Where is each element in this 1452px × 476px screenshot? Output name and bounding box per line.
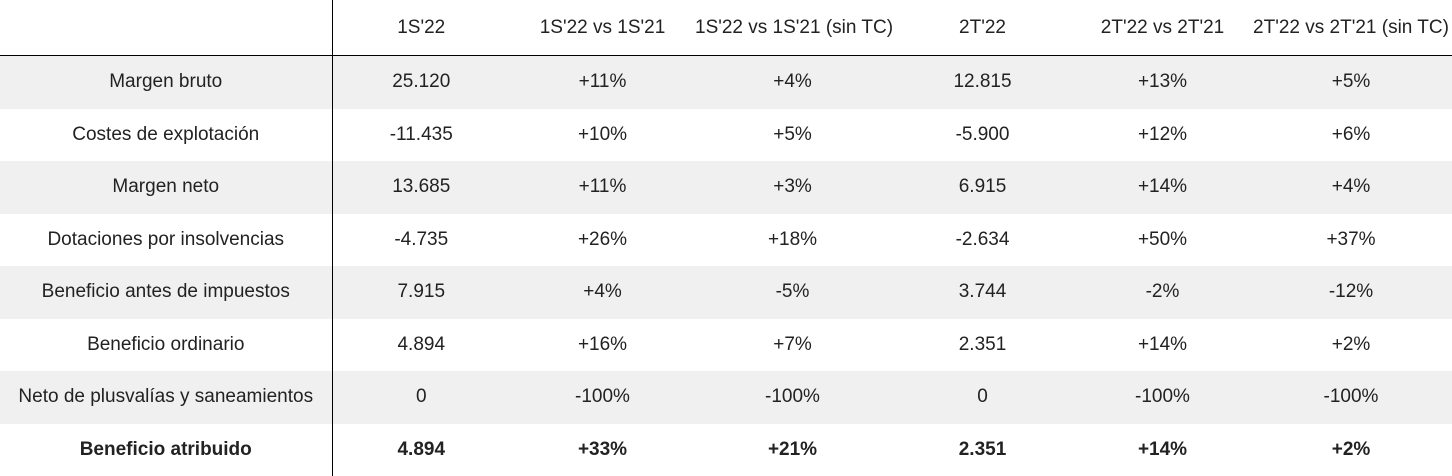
cell: -5% (695, 266, 890, 319)
cell: +16% (577, 333, 628, 355)
header-cell: 2T'22 (890, 0, 1075, 56)
header-cell: 1S'22 vs 1S'21 (sin TC) (695, 0, 893, 56)
cell: +4% (1250, 161, 1452, 214)
cell: -100% (510, 371, 695, 424)
cell: +11% (510, 161, 695, 214)
row-label: Beneficio atribuido (0, 423, 333, 476)
cell: +14% (1137, 333, 1188, 355)
cell: -12% (1250, 266, 1452, 319)
row-label: Beneficio ordinario (0, 318, 333, 371)
header-cell: 1S'22 (332, 0, 510, 56)
header-cell: 1S'22 vs 1S'21 (510, 0, 695, 56)
row-label: Neto de plusvalías y saneamientos (0, 371, 333, 424)
header-cell: 2T'22 vs 2T'21 (1075, 0, 1250, 56)
cell: +5% (1250, 55, 1452, 109)
cell: 2.351 (958, 333, 1007, 355)
cell: -2.634 (955, 228, 1010, 250)
header-cell (0, 0, 333, 56)
row-label: Margen bruto (0, 55, 333, 109)
header-cell: 2T'22 vs 2T'21 (sin TC) (1250, 0, 1452, 56)
row-label: Beneficio antes de impuestos (0, 266, 333, 319)
cell: -100% (1250, 371, 1452, 424)
cell: -5.900 (955, 123, 1010, 145)
cell: +3% (695, 161, 890, 214)
table-row: Beneficio antes de impuestos 7.915 +4% -5% 3… (0, 266, 1452, 319)
cell: +5% (773, 123, 812, 145)
row-label: Margen neto (0, 161, 333, 214)
cell: +6% (1331, 123, 1371, 145)
cell: +37% (1326, 228, 1376, 250)
table-row: Margen bruto 25.120 +11% +4% 12.815 +13% +5% (0, 55, 1452, 109)
row-label: Dotaciones por insolvencias (0, 213, 333, 266)
cell: 4.894 (397, 333, 446, 355)
cell: +50% (1137, 228, 1188, 250)
cell: 25.120 (332, 55, 510, 109)
cell: -100% (1075, 371, 1250, 424)
cell: -4.735 (394, 228, 449, 250)
cell: +14% (1075, 161, 1250, 214)
table-row: Beneficio ordinario 4.894 +16% +7% 2.351 +14%… (0, 318, 1452, 371)
header-row: 1S'22 1S'22 vs 1S'21 1S'22 vs 1S'21 (sin T… (0, 0, 1452, 56)
table-row: Beneficio atribuido 4.894 +33% +21% 2.351 +14… (0, 423, 1452, 476)
cell: 6.915 (890, 161, 1075, 214)
table-row: Margen neto 13.685 +11% +3% 6.915 +14% +4% (0, 161, 1452, 214)
cell: +13% (1075, 55, 1250, 109)
cell: +2% (1331, 333, 1371, 355)
cell: -11.435 (389, 123, 453, 145)
cell: +14% (1137, 438, 1188, 460)
cell: -100% (695, 371, 890, 424)
cell: 3.744 (890, 266, 1075, 319)
cell: +4% (510, 266, 695, 319)
cell: +11% (510, 55, 695, 109)
table-body: Margen bruto 25.120 +11% +4% 12.815 +13% +5% Co… (0, 55, 1452, 476)
table-row: Neto de plusvalías y saneamientos 0 -100% -… (0, 371, 1452, 424)
cell: 0 (332, 371, 510, 424)
table-row: Dotaciones por insolvencias -4.735 +26% +18… (0, 213, 1452, 266)
cell: +21% (767, 438, 818, 460)
cell: -2% (1075, 266, 1250, 319)
table-row: Costes de explotación -11.435 +10% +5% -5.90… (0, 108, 1452, 161)
cell: 2.351 (958, 438, 1007, 460)
cell: +2% (1331, 438, 1371, 460)
row-label: Costes de explotación (0, 108, 333, 161)
cell: 13.685 (332, 161, 510, 214)
cell: +4% (695, 55, 890, 109)
cell: +12% (1137, 123, 1188, 145)
cell: +10% (577, 123, 628, 145)
cell: +26% (577, 228, 628, 250)
cell: 12.815 (890, 55, 1075, 109)
cell: 4.894 (397, 438, 446, 460)
cell: +7% (773, 333, 812, 355)
cell: +18% (767, 228, 818, 250)
cell: 0 (890, 371, 1075, 424)
cell: +33% (577, 438, 628, 460)
cell: 7.915 (332, 266, 510, 319)
